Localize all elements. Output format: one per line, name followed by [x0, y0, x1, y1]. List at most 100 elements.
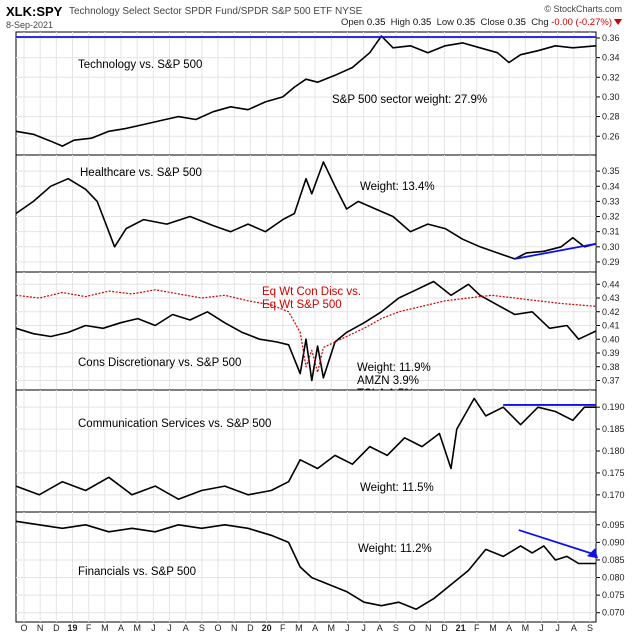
- y-tick-label: 0.085: [602, 555, 625, 565]
- y-tick-label: 0.32: [602, 212, 620, 222]
- panel-frame-financials: [15, 511, 597, 623]
- y-tick-label: 0.34: [602, 53, 620, 63]
- open-value: 0.35: [366, 17, 386, 28]
- y-tick-label: 0.190: [602, 402, 625, 412]
- y-tick-label: 0.44: [602, 279, 620, 289]
- open-label: Open: [340, 17, 365, 28]
- series-line-technology-0: [15, 35, 597, 147]
- y-tick-label: 0.095: [602, 520, 625, 530]
- x-tick-label: J: [555, 623, 560, 633]
- low-value: 0.35: [456, 17, 476, 28]
- panel-label-healthcare: Healthcare vs. S&P 500: [80, 167, 202, 179]
- x-tick-label: S: [199, 623, 205, 633]
- y-tick-label: 0.175: [602, 468, 625, 478]
- x-tick-label: N: [231, 623, 238, 633]
- quote-line: Open 0.35 High 0.35 Low 0.35 Close 0.35 …: [341, 17, 612, 28]
- chg-value: -0.00 (-0.27%): [551, 17, 612, 28]
- series-line-healthcare-0: [15, 161, 597, 260]
- y-tick-label: 0.32: [602, 72, 620, 82]
- y-tick-label: 0.41: [602, 321, 620, 331]
- x-tick-label: J: [361, 623, 366, 633]
- high-label: High: [390, 17, 411, 28]
- x-tick-label: J: [345, 623, 350, 633]
- x-tick-label: J: [167, 623, 172, 633]
- x-tick-label: S: [393, 623, 399, 633]
- series-line-cons-discretionary-1: [15, 289, 597, 373]
- red-series-label: Eq Wt Con Disc vs.: [262, 286, 361, 298]
- x-tick-label: 20: [262, 623, 272, 633]
- y-tick-label: 0.180: [602, 446, 625, 456]
- series-line-cons-discretionary-0: [15, 280, 597, 382]
- x-tick-label: 21: [456, 623, 466, 633]
- arrow-head-icon: [587, 548, 598, 559]
- y-tick-label: 0.30: [602, 92, 620, 102]
- chart-subtitle: Technology Select Sector SPDR Fund/SPDR …: [69, 6, 363, 17]
- y-tick-label: 0.080: [602, 573, 625, 583]
- x-tick-label: A: [312, 623, 318, 633]
- trend-line-healthcare: [514, 242, 597, 260]
- chart-date: 8-Sep-2021: [6, 20, 54, 30]
- y-tick-label: 0.34: [602, 181, 620, 191]
- y-tick-label: 0.37: [602, 376, 620, 386]
- y-tick-label: 0.38: [602, 362, 620, 372]
- down-arrow-icon: [614, 19, 622, 25]
- weight-note: Weight: 11.9%: [357, 362, 431, 374]
- x-tick-label: O: [409, 623, 416, 633]
- series-line-financials-0: [15, 520, 596, 610]
- y-tick-label: 0.070: [602, 608, 625, 618]
- x-tick-label: D: [441, 623, 448, 633]
- y-tick-label: 0.075: [602, 590, 625, 600]
- x-tick-label: F: [280, 623, 286, 633]
- panel-label-financials: Financials vs. S&P 500: [78, 566, 196, 578]
- x-tick-label: O: [215, 623, 222, 633]
- x-tick-label: N: [37, 623, 44, 633]
- panel-label-communication-services: Communication Services vs. S&P 500: [78, 418, 271, 430]
- y-tick-label: 0.170: [602, 490, 625, 500]
- y-tick-label: 0.33: [602, 196, 620, 206]
- x-tick-label: M: [133, 623, 141, 633]
- x-tick-label: S: [587, 623, 593, 633]
- weight-note: S&P 500 sector weight: 27.9%: [332, 94, 487, 106]
- x-tick-label: O: [20, 623, 27, 633]
- x-tick-label: A: [571, 623, 577, 633]
- y-tick-label: 0.29: [602, 257, 620, 267]
- trend-arrow-line: [518, 529, 595, 556]
- series-line-communication-services-0: [15, 397, 596, 500]
- x-tick-label: M: [522, 623, 530, 633]
- x-tick-label: J: [151, 623, 156, 633]
- ticker-symbol: XLK:SPY: [6, 4, 63, 19]
- panel-label-technology: Technology vs. S&P 500: [78, 59, 202, 71]
- y-tick-label: 0.185: [602, 424, 625, 434]
- x-tick-label: J: [539, 623, 544, 633]
- chart-header: XLK:SPY Technology Select Sector SPDR Fu…: [0, 0, 640, 32]
- y-tick-label: 0.42: [602, 307, 620, 317]
- x-tick-label: A: [183, 623, 189, 633]
- panel-frame-technology: [15, 31, 597, 156]
- close-value: 0.35: [507, 17, 526, 28]
- weight-note: Weight: 13.4%: [360, 181, 435, 193]
- y-tick-label: 0.30: [602, 242, 620, 252]
- x-tick-label: N: [425, 623, 432, 633]
- x-tick-label: M: [328, 623, 336, 633]
- x-tick-label: A: [377, 623, 383, 633]
- y-tick-label: 0.39: [602, 348, 620, 358]
- y-tick-label: 0.26: [602, 131, 620, 141]
- weight-note: AMZN 3.9%: [357, 375, 419, 387]
- close-label: Close: [480, 17, 505, 28]
- red-series-label: Eq Wt S&P 500: [262, 299, 342, 311]
- low-label: Low: [436, 17, 455, 28]
- x-tick-label: A: [506, 623, 512, 633]
- y-tick-label: 0.35: [602, 166, 620, 176]
- x-tick-label: 19: [68, 623, 78, 633]
- y-tick-label: 0.43: [602, 293, 620, 303]
- x-tick-label: D: [53, 623, 60, 633]
- y-tick-label: 0.36: [602, 33, 620, 43]
- y-tick-label: 0.40: [602, 334, 620, 344]
- x-tick-label: F: [474, 623, 480, 633]
- y-tick-label: 0.090: [602, 537, 625, 547]
- x-tick-label: M: [101, 623, 109, 633]
- x-tick-label: F: [86, 623, 92, 633]
- y-tick-label: 0.28: [602, 112, 620, 122]
- high-value: 0.35: [412, 17, 432, 28]
